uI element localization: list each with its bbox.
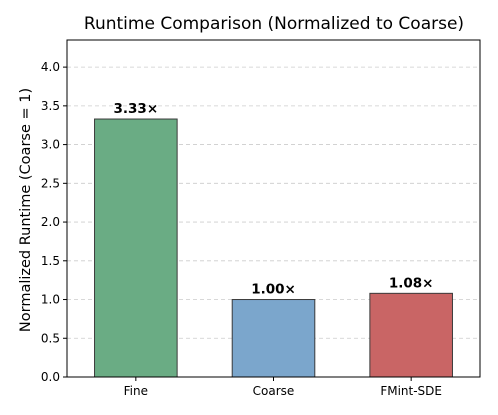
data-label: 1.00× [251, 282, 296, 298]
bars [94, 118, 453, 378]
y-axis-label: Normalized Runtime (Coarse = 1) [18, 88, 34, 332]
y-tick-label: 2.0 [41, 215, 60, 229]
y-axis-ticks: 0.0 0.5 1.0 1.5 2.0 2.5 3.0 3.5 4.0 [41, 60, 67, 384]
data-label: 3.33× [114, 101, 159, 117]
x-tick-label: FMint-SDE [380, 384, 442, 398]
data-label: 1.08× [389, 275, 434, 291]
y-tick-label: 3.0 [41, 138, 60, 152]
y-tick-label: 1.0 [41, 293, 60, 307]
y-tick-label: 0.0 [41, 370, 60, 384]
data-labels: 3.33× 1.00× 1.08× [114, 101, 434, 298]
y-tick-label: 2.5 [41, 176, 60, 190]
y-tick-label: 0.5 [41, 331, 60, 345]
bar-fine [94, 118, 178, 378]
y-tick-label: 1.5 [41, 254, 60, 268]
y-tick-label: 4.0 [41, 60, 60, 74]
x-tick-label: Fine [124, 384, 148, 398]
y-tick-label: 3.5 [41, 99, 60, 113]
bar-coarse [231, 299, 316, 378]
x-tick-label: Coarse [253, 384, 295, 398]
bar-fmint-sde [369, 292, 453, 378]
chart-title: Runtime Comparison (Normalized to Coarse… [84, 14, 464, 34]
x-axis-ticks: Fine Coarse FMint-SDE [124, 377, 442, 398]
